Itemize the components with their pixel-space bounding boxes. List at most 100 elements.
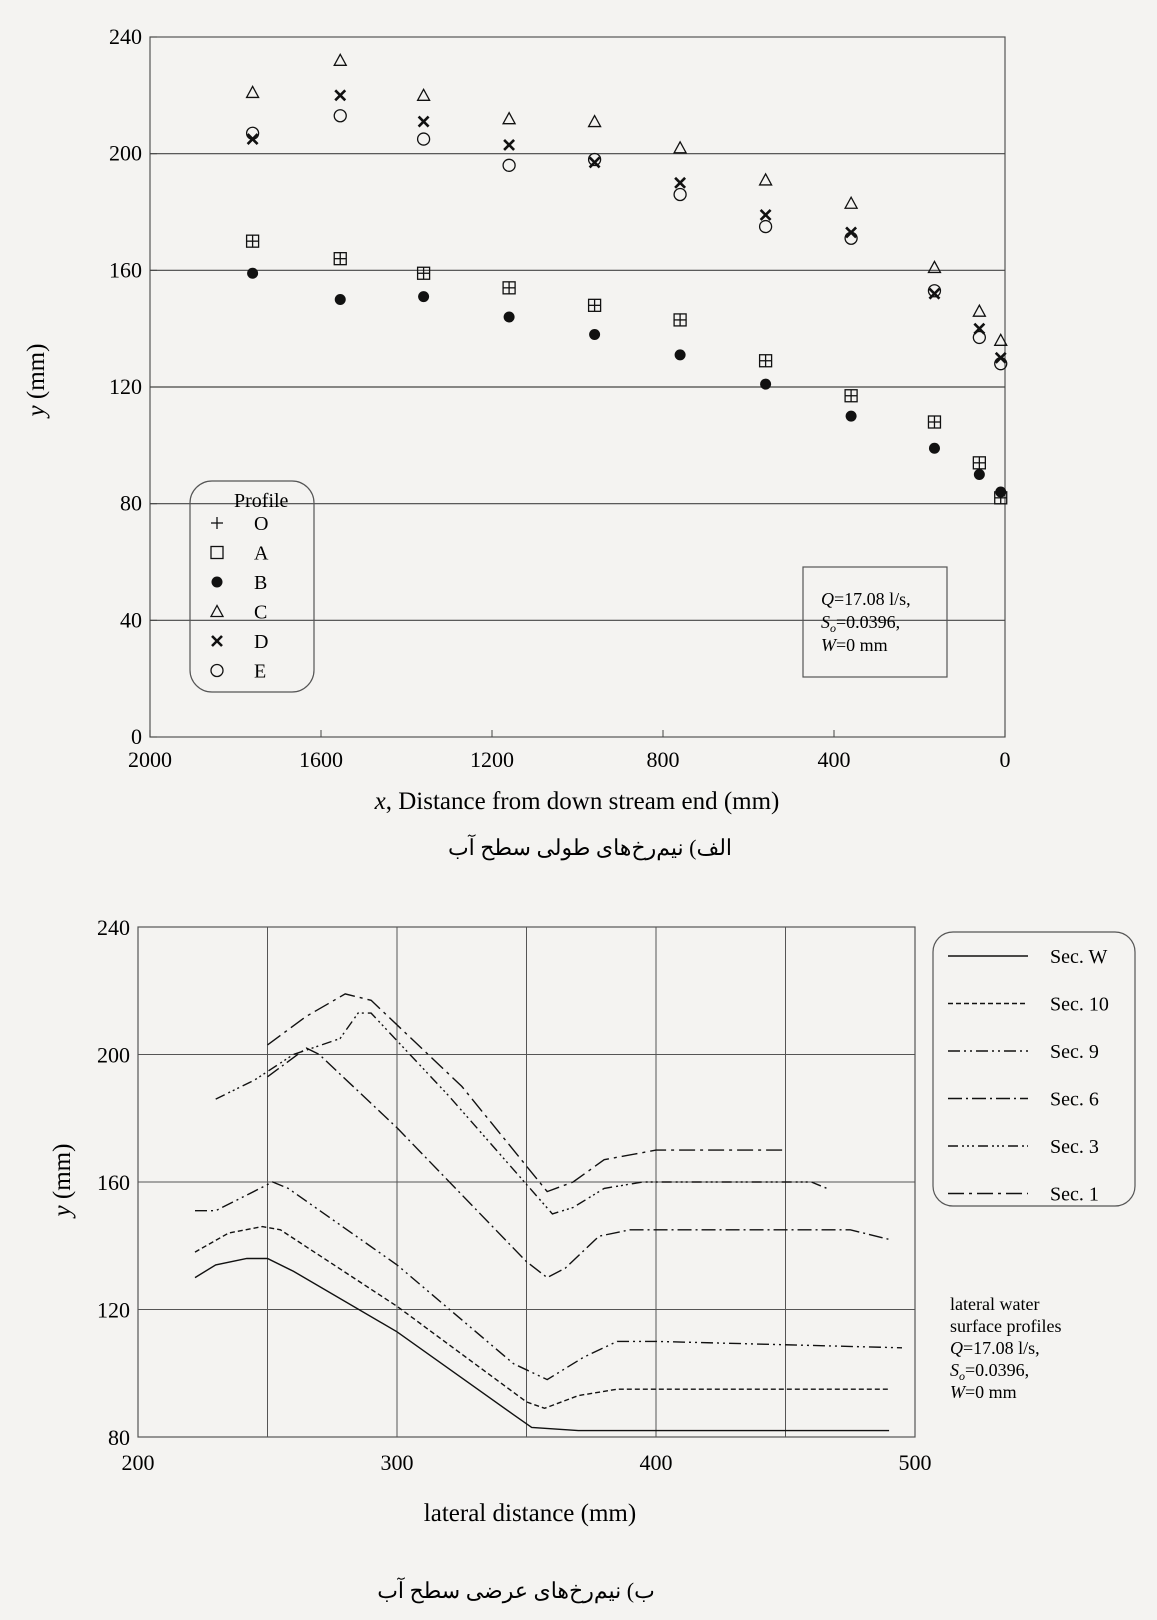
point-a xyxy=(673,313,687,327)
x-axis-label: x, Distance from down stream end (mm) xyxy=(374,788,780,815)
point-d xyxy=(928,287,941,300)
legend-label: E xyxy=(254,661,266,683)
line-sec-6 xyxy=(267,1047,890,1279)
legend-symbol xyxy=(210,545,224,560)
point-c xyxy=(673,140,688,154)
legend-label: Sec. 10 xyxy=(1050,994,1109,1016)
point-e xyxy=(502,158,516,172)
grid xyxy=(150,153,1005,621)
point-o xyxy=(334,252,347,265)
point-o xyxy=(759,354,772,367)
parameters-box: Q=17.08 l/s, So=0.0396,W=0 mm xyxy=(802,566,948,678)
legend: Sec. W Sec. 10 Sec. 9 Sec. 6 Sec. 3 Sec. 1 xyxy=(932,931,1136,1207)
y-tick-label: 40 xyxy=(120,607,142,632)
point-d xyxy=(588,156,601,169)
legend-symbol xyxy=(210,663,224,678)
point-a xyxy=(502,281,516,295)
legend-item-sec-w: Sec. W xyxy=(948,946,1108,968)
line-sec-3 xyxy=(215,1012,828,1215)
point-o xyxy=(588,299,601,312)
legend-label: Sec. 9 xyxy=(1050,1041,1099,1063)
legend-item-sec-9: Sec. 9 xyxy=(948,1041,1099,1063)
point-b xyxy=(334,294,346,305)
point-o xyxy=(973,456,986,469)
parameter-line: So=0.0396, xyxy=(950,1360,1029,1383)
series-d xyxy=(246,89,1007,364)
point-c xyxy=(972,303,987,317)
legend-item-d: D xyxy=(211,631,268,653)
point-b xyxy=(928,442,940,454)
point-a xyxy=(844,389,858,403)
legend-box xyxy=(932,931,1136,1207)
point-c xyxy=(245,85,260,99)
point-d xyxy=(334,89,347,102)
point-a xyxy=(972,456,986,470)
legend-label: Sec. 6 xyxy=(1050,1089,1099,1111)
legend-item-sec-6: Sec. 6 xyxy=(948,1089,1099,1111)
longitudinal-profile-chart: 0 40 80 120 160 200 240 2000 1600 1200 800 400 0 x, … xyxy=(23,24,1011,861)
data-points xyxy=(245,52,1008,505)
series-o xyxy=(246,235,1007,504)
point-c xyxy=(844,195,859,209)
x-tick-label: 300 xyxy=(381,1450,414,1475)
point-o xyxy=(845,389,858,402)
point-o xyxy=(503,281,516,294)
y-tick-label: 160 xyxy=(97,1170,130,1195)
point-a xyxy=(245,234,260,248)
x-tick-label: 400 xyxy=(640,1450,673,1475)
point-b xyxy=(247,267,259,279)
series-a xyxy=(245,234,1008,505)
legend-item-b: B xyxy=(211,572,267,594)
point-b xyxy=(760,378,772,390)
point-b xyxy=(589,329,601,340)
point-b xyxy=(674,349,686,361)
point-o xyxy=(928,416,941,428)
parameter-line: So=0.0396, xyxy=(821,612,900,635)
tick-labels: 80 120 160 200 240 200 300 400 500 xyxy=(97,915,932,1475)
y-tick-label: 160 xyxy=(109,257,142,282)
y-tick-label: 240 xyxy=(97,915,130,940)
point-c xyxy=(416,87,431,101)
legend-item-c: C xyxy=(209,602,267,624)
parameter-line: W=0 mm xyxy=(821,635,888,655)
y-tick-label: 0 xyxy=(131,724,142,749)
legend-item-o: O xyxy=(211,513,268,535)
point-e xyxy=(927,284,942,298)
caption: ب) نیم‌رخ‌های عرضی سطح آب xyxy=(377,1577,655,1604)
legend-item-sec-10: Sec. 10 xyxy=(948,994,1109,1016)
series-e xyxy=(245,109,1008,371)
legend-symbol xyxy=(209,604,225,618)
x-tick-label: 1600 xyxy=(299,747,343,772)
legend-item-sec-3: Sec. 3 xyxy=(948,1136,1099,1158)
y-tick-label: 200 xyxy=(109,141,142,166)
grid xyxy=(138,927,915,1437)
y-tick-label: 240 xyxy=(109,24,142,49)
y-tick-label: 120 xyxy=(97,1298,130,1323)
point-e xyxy=(245,126,260,140)
line-sec-w xyxy=(194,1257,890,1432)
legend-symbol xyxy=(211,576,223,588)
point-e xyxy=(587,152,602,167)
y-tick-label: 120 xyxy=(109,374,142,399)
lateral-profile-chart: 80 120 160 200 240 200 300 400 500 lateral dista… xyxy=(49,915,1136,1604)
parameter-line: surface profiles xyxy=(950,1316,1061,1336)
legend-label: C xyxy=(254,602,267,624)
point-d xyxy=(503,138,516,151)
series-b xyxy=(247,267,1007,498)
x-tick-label: 2000 xyxy=(128,747,172,772)
y-axis-label: y (mm) xyxy=(23,344,50,420)
point-d xyxy=(759,208,772,221)
point-c xyxy=(927,260,942,274)
point-c xyxy=(333,52,348,66)
legend-label: Sec. W xyxy=(1050,946,1108,968)
parameter-line: Q=17.08 l/s, xyxy=(950,1338,1040,1358)
legend-label: B xyxy=(254,572,267,594)
point-e xyxy=(416,132,431,146)
legend-item-e: E xyxy=(210,661,266,683)
legend-label: Sec. 1 xyxy=(1050,1184,1099,1206)
legend-title: Profile xyxy=(234,490,289,512)
point-a xyxy=(927,415,942,429)
y-tick-label: 80 xyxy=(108,1425,130,1450)
